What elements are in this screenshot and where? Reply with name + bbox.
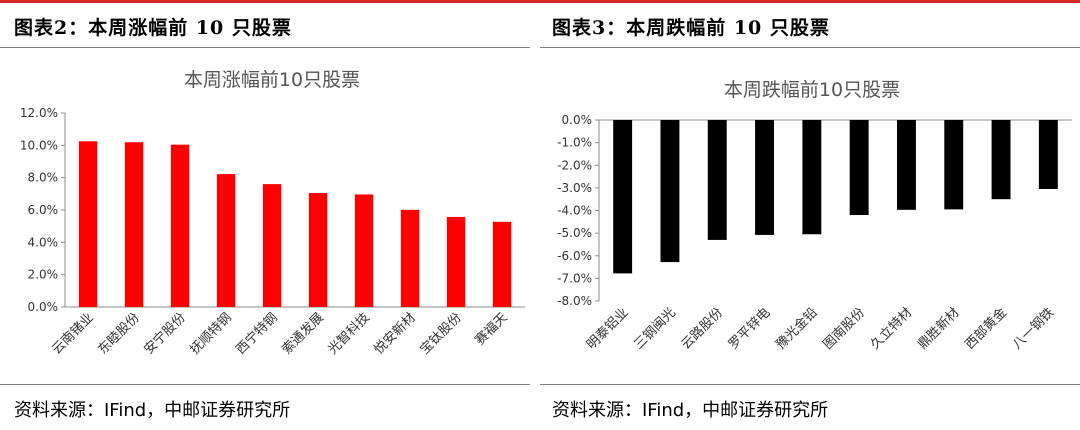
bar bbox=[446, 216, 466, 307]
x-category-label: 久立特材 bbox=[868, 305, 915, 352]
x-category-label: 抚顺特钢 bbox=[187, 310, 234, 357]
bar bbox=[170, 144, 190, 307]
y-tick-label: 4.0% bbox=[28, 235, 59, 249]
bar bbox=[78, 141, 98, 307]
figure-heading: 图表2：本周涨幅前 10 只股票 bbox=[14, 17, 292, 39]
x-category-label: 索通发展 bbox=[279, 310, 327, 358]
bar bbox=[755, 120, 775, 235]
x-category-label: 三钢闽光 bbox=[631, 305, 678, 352]
y-tick-label: -2.0% bbox=[557, 158, 592, 172]
bar bbox=[896, 120, 916, 210]
y-tick-label: 10.0% bbox=[20, 138, 58, 152]
bar bbox=[492, 221, 512, 307]
x-category-label: 八一钢铁 bbox=[1010, 305, 1057, 352]
bar bbox=[802, 120, 822, 235]
y-tick-label: 0.0% bbox=[28, 300, 59, 314]
bar bbox=[400, 209, 420, 307]
y-tick-label: -4.0% bbox=[557, 204, 592, 218]
bar bbox=[308, 193, 328, 307]
x-category-label: 豫光金铅 bbox=[773, 305, 821, 353]
x-category-label: 鼎胜新材 bbox=[914, 305, 962, 353]
fall-bar-chart: 本周跌幅前10只股票 0.0% -1.0% -2.0% -3.0% -4.0% -5.0% -… bbox=[557, 79, 1072, 353]
bar bbox=[660, 120, 680, 263]
bar bbox=[354, 194, 374, 307]
x-category-label: 图南股份 bbox=[820, 305, 868, 353]
bar bbox=[707, 120, 727, 240]
bar bbox=[216, 174, 236, 307]
source-divider bbox=[540, 384, 1080, 385]
top-accent-line bbox=[0, 0, 1080, 3]
heading-divider bbox=[0, 47, 530, 48]
bar bbox=[1038, 120, 1058, 190]
x-category-label: 赛福天 bbox=[472, 310, 511, 349]
heading-divider bbox=[540, 47, 1080, 48]
x-category-label: 东睦股份 bbox=[95, 310, 143, 358]
y-tick-label: 8.0% bbox=[28, 171, 59, 185]
x-category-label: 光智科技 bbox=[325, 310, 372, 357]
source-note: 资料来源：IFind，中邮证券研究所 bbox=[14, 400, 291, 421]
bar bbox=[613, 120, 633, 274]
x-category-label: 悦安新材 bbox=[371, 310, 419, 358]
x-category-label: 宝钛股份 bbox=[417, 310, 464, 357]
source-note: 资料来源：IFind，中邮证券研究所 bbox=[552, 400, 829, 421]
y-tick-label: 6.0% bbox=[28, 203, 59, 217]
y-tick-label: 0.0% bbox=[562, 113, 593, 127]
x-category-label: 云路股份 bbox=[678, 305, 726, 353]
chart-title: 本周跌幅前10只股票 bbox=[724, 79, 900, 101]
source-divider bbox=[0, 384, 530, 385]
figure-heading: 图表3：本周跌幅前 10 只股票 bbox=[552, 17, 830, 39]
y-tick-label: -7.0% bbox=[557, 271, 592, 285]
bar bbox=[991, 120, 1011, 200]
x-category-label: 明泰铝业 bbox=[584, 305, 631, 352]
bar bbox=[944, 120, 964, 210]
x-category-label: 云南锗业 bbox=[49, 310, 97, 358]
x-category-label: 西部黄金 bbox=[962, 305, 1010, 353]
x-category-label: 安宁股份 bbox=[141, 310, 189, 358]
bar bbox=[262, 184, 282, 307]
x-category-label: 罗平锌电 bbox=[726, 305, 773, 352]
bar bbox=[124, 142, 144, 307]
rise-bar-chart: 本周涨幅前10只股票 0.0% 2.0% 4.0% 6.0% 8.0% 10.0% 12.0%… bbox=[20, 69, 525, 358]
chart-title: 本周涨幅前10只股票 bbox=[184, 69, 360, 91]
y-tick-label: 2.0% bbox=[28, 268, 59, 282]
figure-right: 图表3：本周跌幅前 10 只股票 本周跌幅前10只股票 0.0% -1.0% -2.0… bbox=[540, 0, 1080, 430]
y-tick-label: -8.0% bbox=[557, 294, 592, 308]
y-tick-label: -1.0% bbox=[557, 136, 592, 150]
x-category-label: 西宁特钢 bbox=[233, 310, 281, 358]
figure-left: 图表2：本周涨幅前 10 只股票 本周涨幅前10只股票 0.0% 2.0% 4.0% 6… bbox=[0, 0, 530, 430]
bar bbox=[849, 120, 869, 216]
y-tick-label: -6.0% bbox=[557, 249, 592, 263]
y-tick-label: 12.0% bbox=[20, 106, 58, 120]
y-tick-label: -3.0% bbox=[557, 181, 592, 195]
y-tick-label: -5.0% bbox=[557, 226, 592, 240]
